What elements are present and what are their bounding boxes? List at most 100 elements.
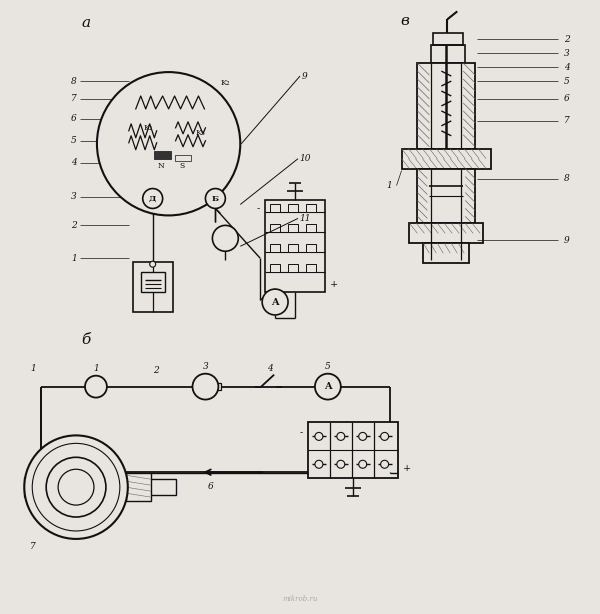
Text: K₁: K₁ — [144, 124, 154, 132]
Text: 9: 9 — [564, 236, 569, 245]
Text: 3: 3 — [564, 49, 569, 58]
Wedge shape — [60, 487, 92, 515]
Circle shape — [212, 225, 238, 251]
Circle shape — [85, 376, 107, 398]
Circle shape — [359, 460, 367, 468]
Text: 2: 2 — [71, 221, 77, 230]
Text: 7: 7 — [71, 95, 77, 104]
Text: 1: 1 — [387, 181, 392, 190]
Circle shape — [315, 432, 323, 440]
Wedge shape — [48, 471, 76, 503]
Text: Д: Д — [149, 195, 157, 203]
Bar — [106, 479, 176, 495]
Bar — [306, 264, 316, 272]
Text: 5: 5 — [564, 77, 569, 85]
Bar — [133, 262, 173, 312]
Text: -: - — [257, 204, 260, 213]
Circle shape — [337, 432, 345, 440]
Bar — [288, 224, 298, 232]
Bar — [175, 155, 191, 161]
Text: 7: 7 — [31, 542, 36, 551]
Text: 7: 7 — [564, 117, 569, 125]
Text: +: + — [330, 279, 338, 289]
Bar — [424, 243, 469, 263]
Text: A: A — [271, 298, 279, 306]
Text: 1: 1 — [93, 364, 99, 373]
Bar — [288, 204, 298, 212]
Bar — [154, 150, 170, 158]
Text: 4: 4 — [267, 364, 273, 373]
Bar — [270, 224, 280, 232]
Text: 4: 4 — [71, 158, 77, 167]
Circle shape — [315, 460, 323, 468]
Bar — [306, 244, 316, 252]
Circle shape — [143, 188, 163, 209]
Text: K₅: K₅ — [196, 129, 205, 137]
Wedge shape — [76, 471, 104, 503]
Text: 6: 6 — [71, 114, 77, 123]
Circle shape — [337, 460, 345, 468]
Bar — [306, 224, 316, 232]
Text: N: N — [157, 161, 164, 169]
Text: +: + — [403, 464, 411, 473]
Circle shape — [32, 443, 120, 531]
Text: 4: 4 — [564, 63, 569, 72]
Text: 1: 1 — [71, 254, 77, 263]
Bar — [214, 383, 221, 390]
Circle shape — [149, 261, 155, 267]
Circle shape — [193, 374, 218, 400]
Bar — [288, 264, 298, 272]
Text: 3: 3 — [203, 362, 208, 371]
Bar — [126, 473, 151, 501]
Bar — [265, 201, 325, 292]
Circle shape — [380, 460, 389, 468]
Text: 8: 8 — [564, 174, 569, 183]
Bar — [401, 149, 491, 169]
Circle shape — [359, 432, 367, 440]
Bar — [306, 204, 316, 212]
Text: 5: 5 — [71, 136, 77, 146]
Text: -: - — [300, 428, 303, 437]
Circle shape — [380, 432, 389, 440]
Bar — [308, 422, 398, 478]
Text: 10: 10 — [299, 154, 311, 163]
Bar — [141, 272, 164, 292]
Circle shape — [262, 289, 288, 315]
Text: 1: 1 — [31, 364, 36, 373]
Text: 5: 5 — [325, 362, 331, 371]
Circle shape — [58, 469, 94, 505]
Circle shape — [315, 374, 341, 400]
Bar — [409, 223, 483, 243]
Circle shape — [205, 188, 226, 209]
Text: 2: 2 — [564, 35, 569, 44]
Bar — [230, 236, 236, 243]
Text: в: в — [400, 14, 409, 28]
Text: 6: 6 — [208, 481, 213, 491]
Bar — [270, 264, 280, 272]
Text: 8: 8 — [71, 77, 77, 85]
Bar — [418, 63, 475, 149]
Bar — [418, 169, 475, 223]
Text: 9: 9 — [302, 72, 308, 80]
Text: a: a — [82, 17, 91, 30]
Bar — [270, 244, 280, 252]
Text: 6: 6 — [564, 95, 569, 104]
Text: б: б — [82, 333, 91, 347]
Bar — [270, 204, 280, 212]
Text: A: A — [324, 382, 332, 391]
Circle shape — [24, 435, 128, 539]
Text: K₂: K₂ — [221, 79, 230, 87]
Text: mikrob.ru: mikrob.ru — [283, 594, 317, 603]
Bar — [433, 33, 463, 45]
Bar — [288, 244, 298, 252]
Circle shape — [46, 457, 106, 517]
Text: 11: 11 — [299, 214, 311, 223]
Text: 3: 3 — [71, 192, 77, 201]
Text: S: S — [179, 161, 184, 169]
Bar — [151, 150, 193, 179]
Bar — [431, 45, 465, 63]
Text: 2: 2 — [153, 366, 158, 375]
Text: Б: Б — [212, 195, 219, 203]
Circle shape — [97, 72, 240, 216]
Wedge shape — [60, 459, 92, 487]
